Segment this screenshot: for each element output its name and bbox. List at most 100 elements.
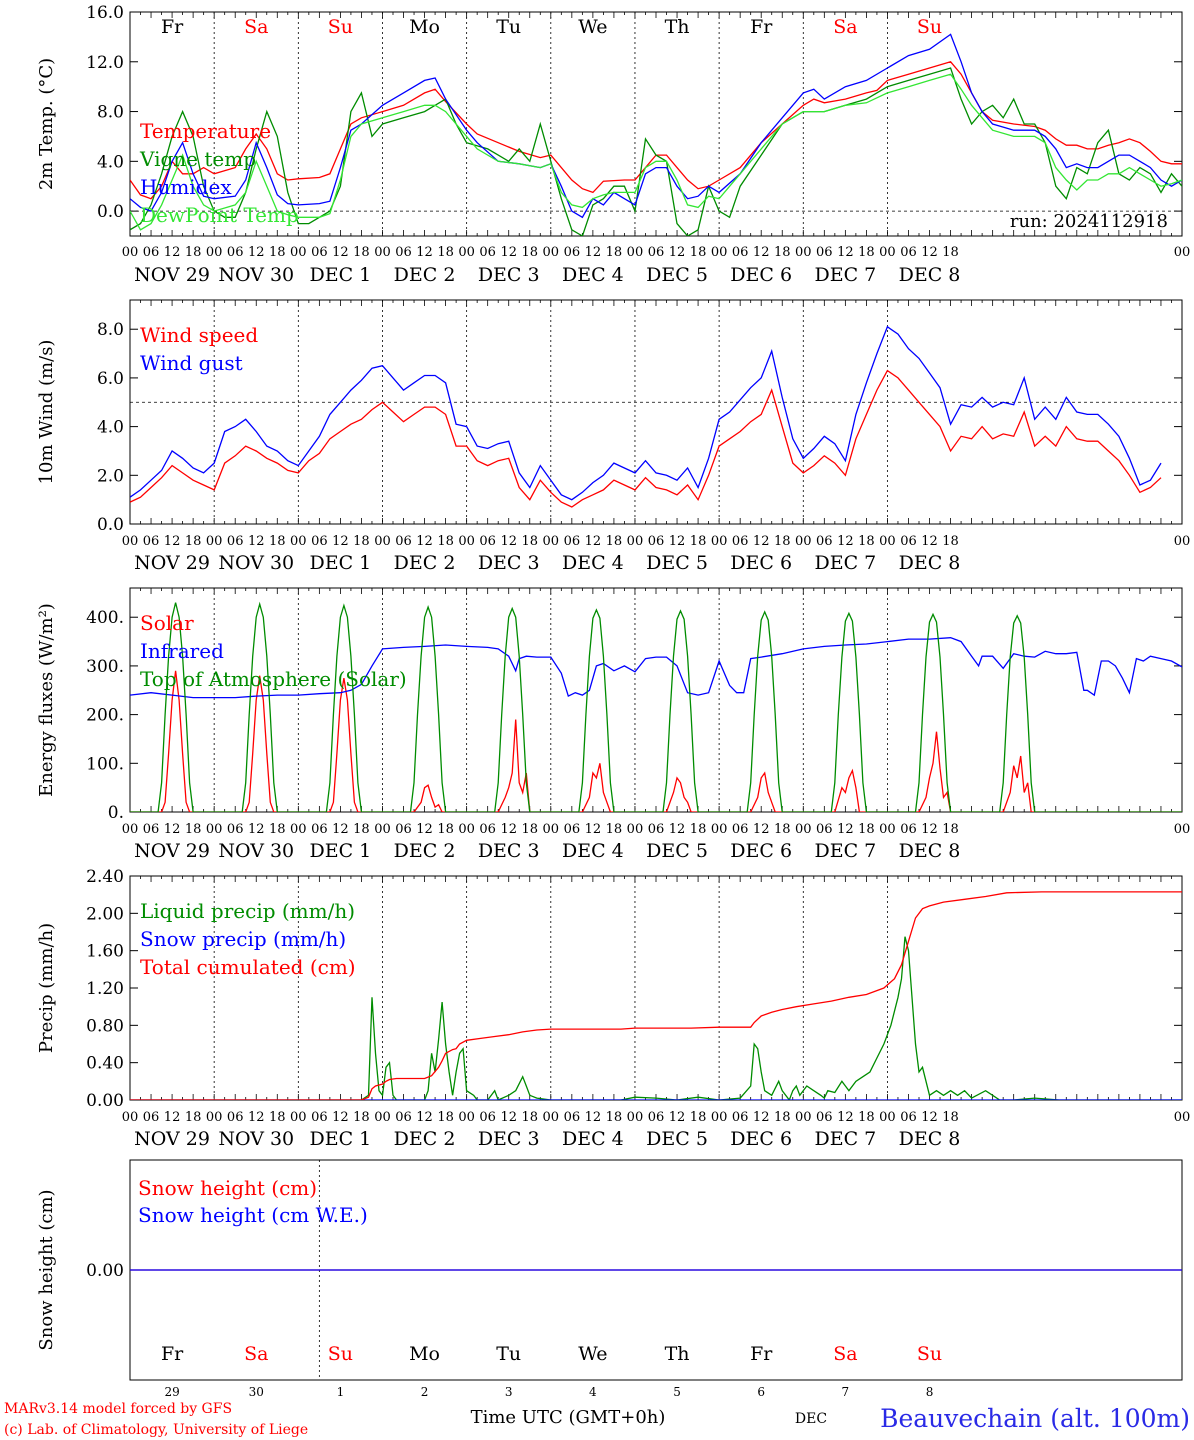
hour-tick-label: 18: [858, 1110, 875, 1125]
hour-tick-label: 00: [122, 245, 139, 260]
day-name-label: Th: [665, 16, 690, 38]
hour-tick-label: 00: [458, 534, 475, 549]
hour-tick-label: 18: [185, 822, 202, 837]
y-tick-label: 0.: [108, 803, 124, 823]
hour-tick-label: 12: [248, 245, 265, 260]
day-name-label: Mo: [409, 1343, 440, 1365]
y-tick-label: 2.40: [86, 867, 124, 887]
y-axis-label: Energy fluxes (W/m²): [36, 603, 57, 797]
day-of-month-label: 1: [337, 1385, 345, 1399]
hour-tick-label: 12: [753, 534, 770, 549]
hour-tick-label: 18: [858, 822, 875, 837]
hour-tick-label: 12: [500, 822, 517, 837]
hour-tick-label: 12: [416, 534, 433, 549]
date-label: NOV 29: [134, 1128, 210, 1150]
hour-tick-label: 00: [374, 534, 391, 549]
hour-tick-label: 00: [290, 245, 307, 260]
hour-tick-label: 18: [606, 534, 623, 549]
hour-tick-label: 18: [690, 822, 707, 837]
hour-tick-label: 12: [837, 245, 854, 260]
hour-tick-label: 12: [248, 534, 265, 549]
hour-tick-label: 06: [564, 1110, 581, 1125]
hour-tick-label: 06: [227, 822, 244, 837]
hour-tick-label: 00: [1174, 1110, 1191, 1125]
lab-credit: (c) Lab. of Climatology, University of L…: [4, 1422, 308, 1438]
hour-tick-label: 18: [353, 1110, 370, 1125]
hour-tick-label: 18: [353, 534, 370, 549]
hour-tick-label: 06: [479, 534, 496, 549]
y-tick-label: 100.: [86, 754, 124, 774]
date-label: DEC 1: [310, 840, 372, 862]
legend-entry: Infrared: [140, 639, 224, 663]
hour-tick-label: 18: [606, 1110, 623, 1125]
hour-tick-label: 06: [311, 245, 328, 260]
y-tick-label: 2.0: [97, 466, 124, 486]
day-name-label: Su: [917, 16, 942, 38]
date-label: NOV 29: [134, 840, 210, 862]
hour-tick-label: 12: [164, 534, 181, 549]
y-tick-label: 8.0: [97, 320, 124, 340]
hour-tick-label: 06: [648, 1110, 665, 1125]
time-axis-label: Time UTC (GMT+0h): [471, 1407, 666, 1428]
hour-tick-label: 18: [942, 822, 959, 837]
hour-tick-label: 18: [185, 1110, 202, 1125]
plot-frame-flux: [129, 587, 1183, 813]
hour-tick-label: 00: [879, 1110, 896, 1125]
date-label: DEC 8: [899, 264, 961, 286]
y-tick-label: 0.0: [97, 202, 124, 222]
hour-tick-label: 06: [648, 245, 665, 260]
hour-tick-label: 06: [564, 822, 581, 837]
hour-tick-label: 00: [879, 822, 896, 837]
hour-tick-label: 18: [858, 534, 875, 549]
date-label: DEC 7: [814, 264, 876, 286]
hour-tick-label: 12: [921, 245, 938, 260]
date-label: DEC 4: [562, 264, 624, 286]
hour-tick-label: 18: [185, 245, 202, 260]
day-name-label: Mo: [409, 16, 440, 38]
hour-tick-label: 12: [585, 534, 602, 549]
date-label: DEC 3: [478, 1128, 540, 1150]
date-label: DEC 5: [646, 1128, 708, 1150]
date-label: NOV 30: [218, 264, 294, 286]
hour-tick-label: 00: [290, 1110, 307, 1125]
legend-entry: Humidex: [140, 175, 232, 199]
day-name-label: Sa: [833, 1343, 857, 1365]
date-label: DEC 6: [730, 840, 792, 862]
legend-entry: Temperature: [140, 119, 271, 143]
legend-entry: Wind gust: [140, 351, 243, 375]
date-label: NOV 29: [134, 552, 210, 574]
hour-tick-label: 06: [227, 1110, 244, 1125]
series-line-lightgreen: [130, 73, 1182, 231]
day-name-label: We: [578, 16, 607, 38]
date-label: NOV 30: [218, 1128, 294, 1150]
hour-tick-label: 06: [732, 245, 749, 260]
hour-tick-label: 00: [122, 534, 139, 549]
date-label: DEC 3: [478, 264, 540, 286]
day-name-label: We: [578, 1343, 607, 1365]
date-label: DEC 6: [730, 1128, 792, 1150]
day-of-month-label: 7: [842, 1385, 850, 1399]
hour-tick-label: 12: [921, 1110, 938, 1125]
y-axis-label: Precip (mm/h): [36, 923, 57, 1053]
hour-tick-label: 00: [122, 1110, 139, 1125]
date-label: DEC 7: [814, 1128, 876, 1150]
hour-tick-label: 00: [543, 1110, 560, 1125]
hour-tick-label: 06: [143, 245, 160, 260]
hour-tick-label: 00: [627, 1110, 644, 1125]
hour-tick-label: 18: [690, 1110, 707, 1125]
hour-tick-label: 06: [143, 534, 160, 549]
day-name-label: Su: [328, 1343, 353, 1365]
hour-tick-label: 06: [648, 534, 665, 549]
hour-tick-label: 06: [900, 822, 917, 837]
y-tick-label: 0.40: [86, 1054, 124, 1074]
day-of-month-label: 2: [421, 1385, 429, 1399]
legend-entry: Total cumulated (cm): [140, 955, 356, 979]
footer: MARv3.14 model forced by GFS (c) Lab. of …: [4, 1401, 1190, 1438]
y-tick-label: 2.00: [86, 904, 124, 924]
hour-tick-label: 06: [143, 822, 160, 837]
hour-tick-label: 12: [332, 822, 349, 837]
y-tick-label: 4.0: [97, 418, 124, 438]
hour-tick-label: 00: [290, 534, 307, 549]
hour-tick-label: 00: [543, 822, 560, 837]
